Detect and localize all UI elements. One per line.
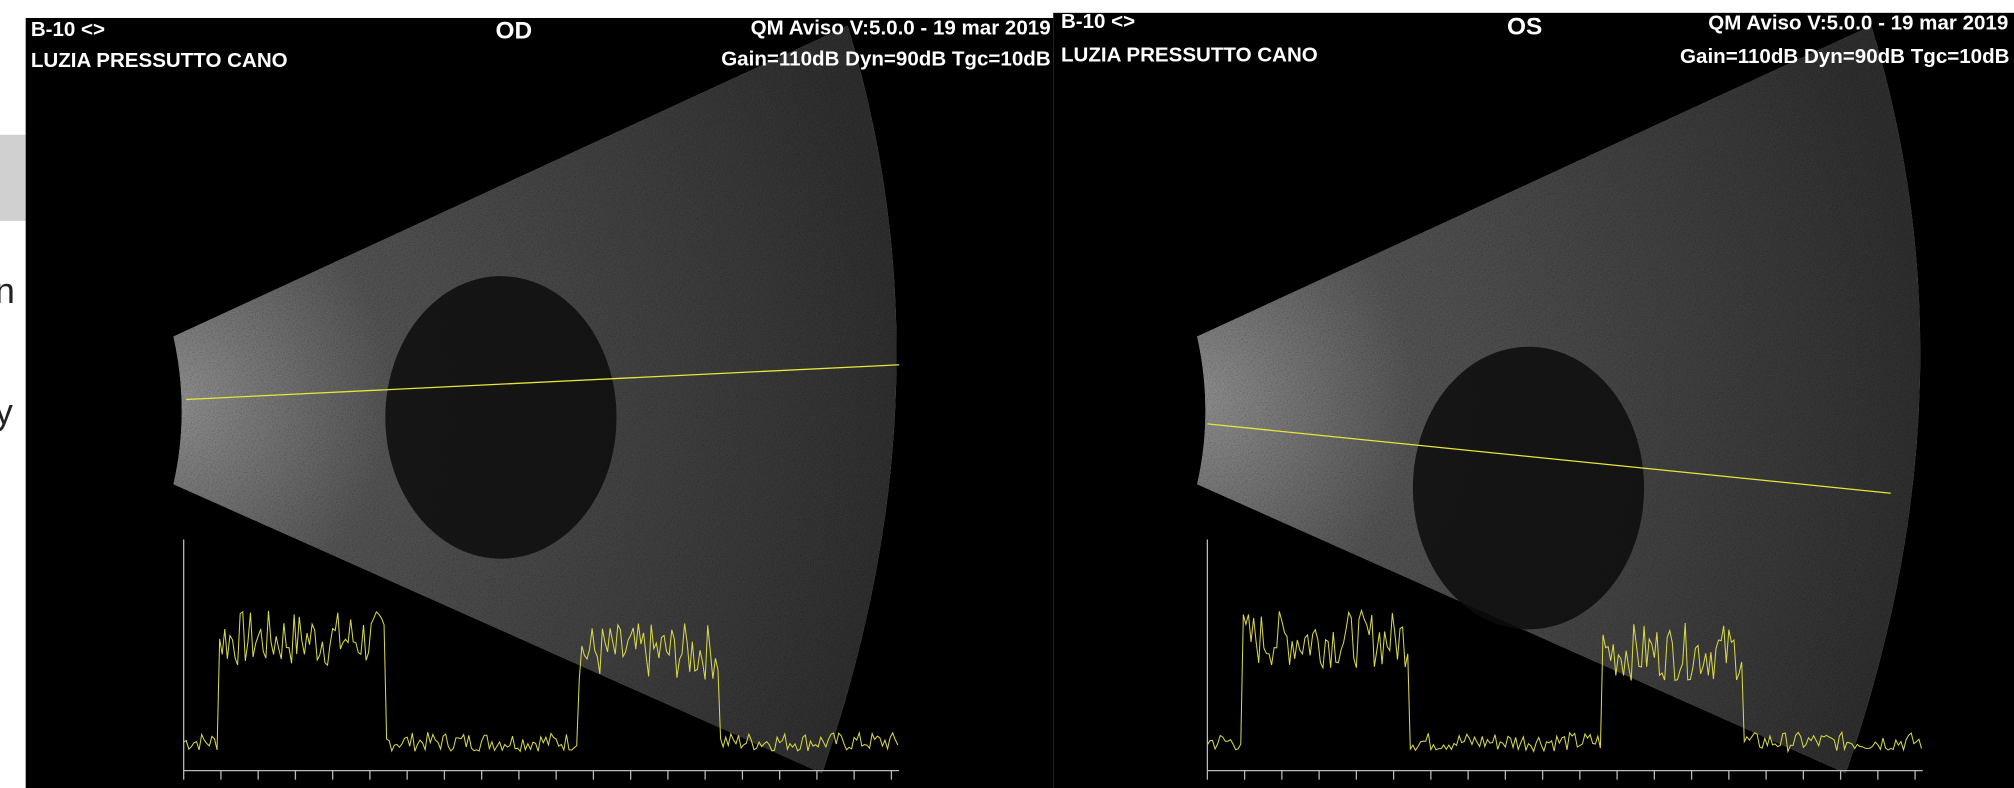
edge-fragment: n bbox=[0, 270, 15, 311]
scan-panel: B-10 <> LUZIA PRESSUTTO CANO OD QM Aviso V:… bbox=[26, 17, 1054, 788]
screenshot: n y B-10 <> LUZIA PRESSUTTO CANO OD QM Avis… bbox=[0, 0, 2014, 788]
page: n y B-10 <> LUZIA PRESSUTTO CANO OD QM Avis… bbox=[0, 0, 2014, 788]
panel-settings: Gain=110dB Dyn=90dB Tgc=10dB bbox=[721, 48, 1050, 71]
panel-settings: Gain=110dB Dyn=90dB Tgc=10dB bbox=[1680, 45, 2009, 68]
edge-fragment: y bbox=[0, 391, 13, 432]
dark-region bbox=[385, 276, 616, 559]
margin-box bbox=[0, 135, 26, 221]
panel-software: QM Aviso V:5.0.0 - 19 mar 2019 bbox=[751, 17, 1051, 40]
panel-patient: LUZIA PRESSUTTO CANO bbox=[1061, 44, 1318, 67]
panel-eye: OD bbox=[495, 18, 532, 45]
panel-software: QM Aviso V:5.0.0 - 19 mar 2019 bbox=[1708, 12, 2008, 35]
panel-patient: LUZIA PRESSUTTO CANO bbox=[31, 49, 288, 72]
panel-probe: B-10 <> bbox=[1061, 10, 1135, 33]
panel-probe: B-10 <> bbox=[31, 18, 105, 41]
panel-eye: OS bbox=[1507, 14, 1542, 41]
dark-region bbox=[1413, 347, 1644, 630]
scan-panel: B-10 <> LUZIA PRESSUTTO CANO OS QM Aviso V:… bbox=[1053, 10, 2014, 788]
